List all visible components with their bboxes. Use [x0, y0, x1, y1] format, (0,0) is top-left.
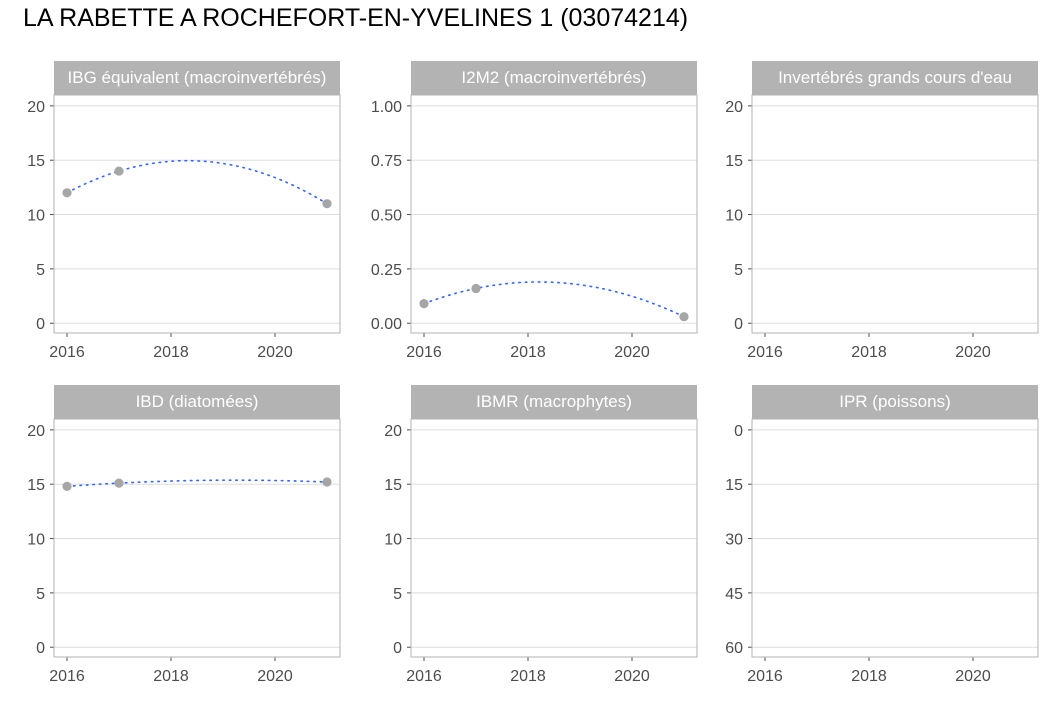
panel-border [53, 94, 341, 334]
y-tick-label: 0 [36, 316, 45, 333]
panel-border [53, 418, 341, 658]
x-tick-label: 2020 [614, 668, 650, 685]
facet-title: IBMR (macrophytes) [476, 392, 632, 411]
y-tick-label: 60 [725, 640, 743, 657]
data-point [471, 283, 481, 294]
facet-panel: IBD (diatomées) 0 5 10 15 20 2016 2018 2020 [27, 385, 341, 685]
y-tick-label: 20 [27, 99, 45, 116]
facet-strip [411, 61, 697, 95]
panel-border [410, 94, 698, 334]
facet-panel: IBG équivalent (macroinvertébrés) 0 5 10 15 2… [27, 61, 341, 361]
facet-panel: Invertébrés grands cours d'eau0510152020… [725, 61, 1039, 361]
trend-line [66, 479, 328, 488]
x-tick-label: 2020 [955, 668, 991, 685]
trend-line [66, 159, 328, 205]
data-point [322, 199, 332, 209]
y-tick-label: 0 [734, 423, 743, 440]
y-tick-label: 10 [384, 532, 402, 549]
facet-strip [54, 385, 340, 419]
y-tick-label: 15 [384, 477, 402, 494]
data-point [679, 312, 689, 322]
data-point [114, 478, 124, 488]
y-tick-label: 15 [725, 153, 743, 170]
y-tick-label: 15 [27, 153, 45, 170]
y-tick-label: 0.25 [371, 262, 402, 279]
y-tick-label: 20 [725, 99, 743, 116]
y-tick-label: 30 [725, 532, 743, 549]
y-tick-label: 5 [36, 262, 45, 279]
facet-panel: I2M2 (macroinvertébrés) 0.00 0.25 0.50 0.75 1… [371, 61, 698, 361]
x-tick-label: 2018 [510, 344, 546, 361]
facet-panel: IBMR (macrophytes) 0 5 10 15 20 2016 2018 2020 [384, 385, 698, 685]
y-tick-label: 0 [734, 316, 743, 333]
x-tick-label: 2016 [406, 344, 442, 361]
facet-title: IPR (poissons) [839, 392, 950, 411]
page-title: LA RABETTE A ROCHEFORT-EN-YVELINES 1 (03… [23, 4, 689, 32]
x-tick-label: 2018 [153, 344, 189, 361]
x-tick-label: 2016 [406, 668, 442, 685]
y-tick-label: 5 [393, 586, 402, 603]
panel-border [751, 94, 1039, 334]
facet-strip [54, 61, 340, 95]
data-point [62, 481, 72, 491]
y-tick-label: 0.75 [371, 153, 402, 170]
trend-line [423, 281, 685, 318]
y-tick-label: 0 [393, 640, 402, 657]
x-tick-label: 2018 [510, 668, 546, 685]
x-tick-label: 2020 [257, 668, 293, 685]
y-tick-label: 5 [734, 262, 743, 279]
facet-strip [752, 61, 1038, 95]
facet-strip [752, 385, 1038, 419]
panel-border [751, 418, 1039, 658]
y-tick-label: 5 [36, 586, 45, 603]
data-point [419, 299, 429, 309]
x-tick-label: 2016 [49, 668, 85, 685]
x-tick-label: 2020 [257, 344, 293, 361]
y-tick-label: 45 [725, 586, 743, 603]
y-tick-label: 10 [725, 208, 743, 225]
y-tick-label: 0.50 [371, 208, 402, 225]
x-tick-label: 2018 [851, 344, 887, 361]
x-tick-label: 2018 [851, 668, 887, 685]
facet-strip [411, 385, 697, 419]
y-tick-label: 0.00 [371, 316, 402, 333]
y-tick-label: 0 [36, 640, 45, 657]
y-tick-label: 1.00 [371, 99, 402, 116]
x-tick-label: 2016 [747, 344, 783, 361]
x-tick-label: 2016 [49, 344, 85, 361]
y-tick-label: 15 [27, 477, 45, 494]
facet-title: IBG équivalent (macroinvertébrés) [68, 68, 327, 87]
data-point [62, 188, 72, 198]
data-point [114, 166, 124, 176]
x-tick-label: 2018 [153, 668, 189, 685]
y-tick-label: 20 [27, 423, 45, 440]
facet-title: I2M2 (macroinvertébrés) [461, 68, 646, 87]
panel-border [410, 418, 698, 658]
x-tick-label: 2020 [955, 344, 991, 361]
facet-title: IBD (diatomées) [136, 392, 259, 411]
facet-title: Invertébrés grands cours d'eau [778, 68, 1012, 87]
x-tick-label: 2020 [614, 344, 650, 361]
x-tick-label: 2016 [747, 668, 783, 685]
data-point [322, 477, 332, 487]
y-tick-label: 10 [27, 532, 45, 549]
y-tick-label: 20 [384, 423, 402, 440]
y-tick-label: 10 [27, 208, 45, 225]
y-tick-label: 15 [725, 477, 743, 494]
